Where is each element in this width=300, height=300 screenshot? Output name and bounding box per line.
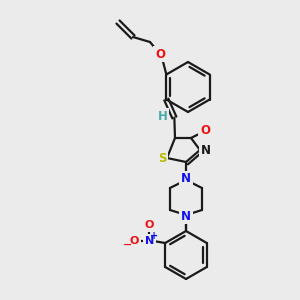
Text: +: + — [150, 231, 158, 241]
Text: H: H — [158, 110, 167, 123]
Text: O: O — [145, 220, 154, 230]
Text: O: O — [155, 47, 165, 61]
Text: N: N — [145, 236, 154, 246]
Text: S: S — [158, 152, 166, 164]
Text: N: N — [181, 209, 191, 223]
Text: O: O — [130, 236, 139, 246]
Text: −: − — [122, 240, 132, 250]
Text: O: O — [200, 124, 210, 137]
Text: N: N — [181, 172, 191, 185]
Text: N: N — [201, 143, 211, 157]
